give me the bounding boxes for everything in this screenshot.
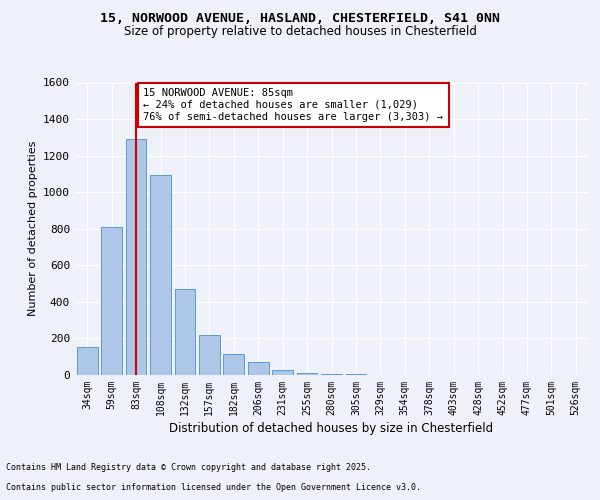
Text: Contains public sector information licensed under the Open Government Licence v3: Contains public sector information licen… <box>6 484 421 492</box>
X-axis label: Distribution of detached houses by size in Chesterfield: Distribution of detached houses by size … <box>169 422 494 435</box>
Bar <box>125 139 146 375</box>
Bar <box>199 335 220 375</box>
Text: 15 NORWOOD AVENUE: 85sqm
← 24% of detached houses are smaller (1,029)
76% of sem: 15 NORWOOD AVENUE: 85sqm ← 24% of detach… <box>143 88 443 122</box>
Text: Contains HM Land Registry data © Crown copyright and database right 2025.: Contains HM Land Registry data © Crown c… <box>6 464 371 472</box>
Bar <box>321 374 342 375</box>
Bar <box>101 227 122 375</box>
Text: 15, NORWOOD AVENUE, HASLAND, CHESTERFIELD, S41 0NN: 15, NORWOOD AVENUE, HASLAND, CHESTERFIEL… <box>100 12 500 26</box>
Bar <box>346 374 367 375</box>
Text: Size of property relative to detached houses in Chesterfield: Size of property relative to detached ho… <box>124 25 476 38</box>
Bar <box>272 370 293 375</box>
Y-axis label: Number of detached properties: Number of detached properties <box>28 141 38 316</box>
Bar <box>175 289 196 375</box>
Bar <box>296 373 317 375</box>
Bar <box>223 354 244 375</box>
Bar <box>77 346 98 375</box>
Bar <box>248 362 269 375</box>
Bar <box>150 175 171 375</box>
